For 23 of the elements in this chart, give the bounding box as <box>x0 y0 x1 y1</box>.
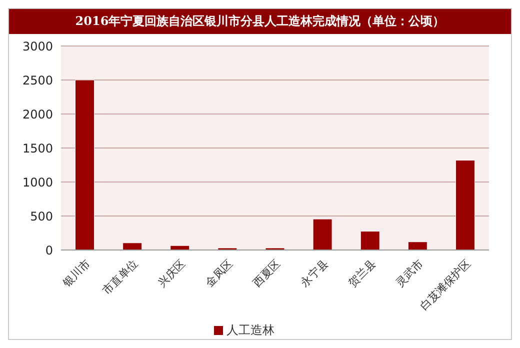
y-tick-label: 3000 <box>22 39 53 54</box>
y-tick-label: 0 <box>45 243 53 258</box>
x-tick-label: 兴庆区 <box>155 256 188 290</box>
bar <box>312 218 332 250</box>
y-tick-label: 2000 <box>22 107 53 122</box>
x-tick-label: 银川市 <box>60 256 93 290</box>
bar <box>455 160 475 250</box>
bar <box>408 242 428 250</box>
bar <box>75 80 95 250</box>
x-tick-label: 西夏区 <box>250 256 284 290</box>
y-tick-label: 1000 <box>22 175 53 190</box>
legend-label: 人工造林 <box>226 323 274 337</box>
x-tick-label: 贺兰县 <box>346 256 378 290</box>
bar <box>360 231 380 250</box>
chart-title: 2016年宁夏回族自治区银川市分县人工造林完成情况（单位：公顷） <box>9 9 511 34</box>
y-tick-label: 500 <box>30 209 53 224</box>
y-tick-label: 1500 <box>22 141 53 156</box>
x-tick-label: 市直单位 <box>100 256 140 298</box>
bar <box>122 242 142 250</box>
y-tick-label: 2500 <box>22 73 53 88</box>
x-tick-label: 灵武市 <box>393 256 426 290</box>
x-tick-label: 永宁县 <box>298 256 331 290</box>
x-tick-label: 金凤区 <box>203 256 236 290</box>
